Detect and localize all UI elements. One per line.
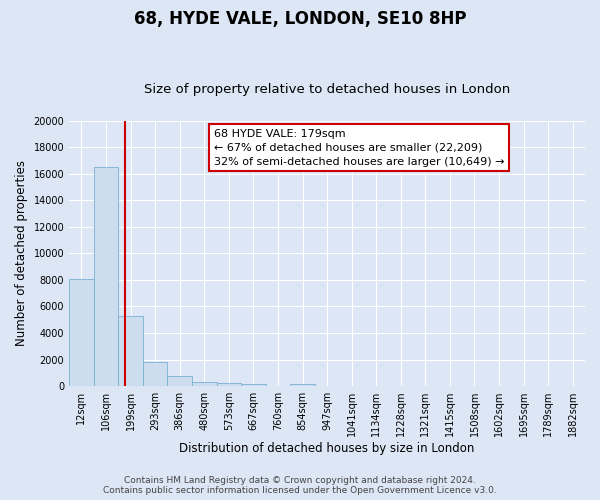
Text: 68 HYDE VALE: 179sqm
← 67% of detached houses are smaller (22,209)
32% of semi-d: 68 HYDE VALE: 179sqm ← 67% of detached h… [214,128,504,166]
Text: 68, HYDE VALE, LONDON, SE10 8HP: 68, HYDE VALE, LONDON, SE10 8HP [134,10,466,28]
Title: Size of property relative to detached houses in London: Size of property relative to detached ho… [144,83,510,96]
Bar [143,362,167,386]
Bar [192,382,217,386]
X-axis label: Distribution of detached houses by size in London: Distribution of detached houses by size … [179,442,475,455]
Y-axis label: Number of detached properties: Number of detached properties [15,160,28,346]
Text: Contains HM Land Registry data © Crown copyright and database right 2024.
Contai: Contains HM Land Registry data © Crown c… [103,476,497,495]
Bar [217,384,241,386]
Bar [167,376,192,386]
Bar [94,166,118,386]
Bar [69,278,94,386]
Bar [118,316,143,386]
Bar [290,384,315,386]
Bar [241,384,266,386]
